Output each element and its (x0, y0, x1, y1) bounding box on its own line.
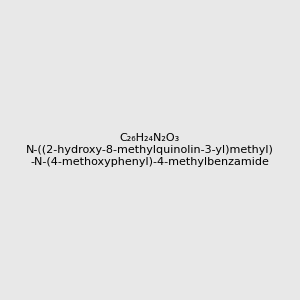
Text: C₂₆H₂₄N₂O₃
N-((2-hydroxy-8-methylquinolin-3-yl)methyl)
-N-(4-methoxyphenyl)-4-me: C₂₆H₂₄N₂O₃ N-((2-hydroxy-8-methylquinoli… (26, 134, 274, 166)
